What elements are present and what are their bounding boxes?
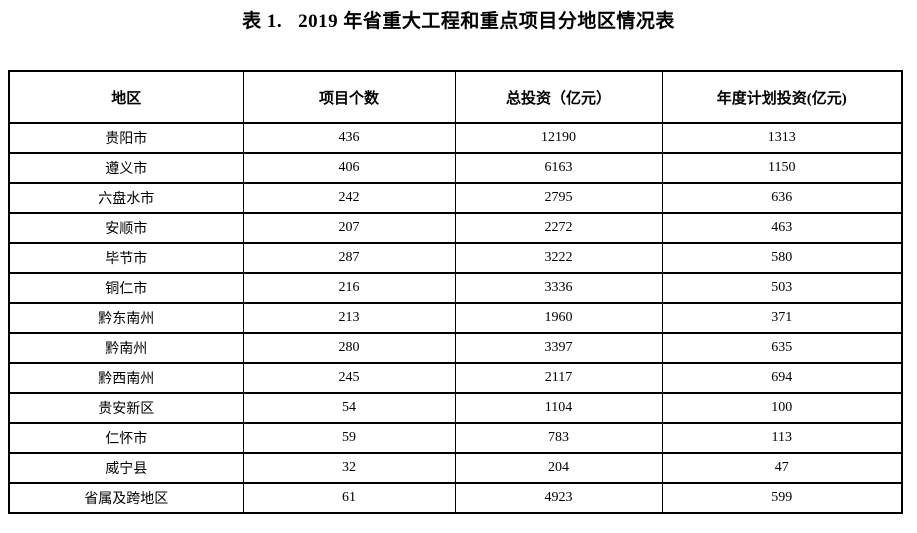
cell-projects: 59	[242, 422, 456, 454]
cell-total-investment: 2117	[454, 362, 663, 394]
cell-region: 黔南州	[8, 332, 244, 364]
table-row: 贵安新区 54 1104 100	[8, 392, 903, 424]
table-row: 威宁县 32 204 47	[8, 452, 903, 484]
cell-region: 六盘水市	[8, 182, 244, 214]
cell-annual-investment: 1150	[661, 152, 903, 184]
cell-annual-investment: 599	[661, 482, 903, 514]
cell-annual-investment: 47	[661, 452, 903, 484]
cell-annual-investment: 580	[661, 242, 903, 274]
cell-total-investment: 3222	[454, 242, 663, 274]
cell-projects: 280	[242, 332, 456, 364]
cell-projects: 245	[242, 362, 456, 394]
cell-projects: 54	[242, 392, 456, 424]
table-row: 仁怀市 59 783 113	[8, 422, 903, 454]
cell-annual-investment: 1313	[661, 122, 903, 154]
cell-projects: 242	[242, 182, 456, 214]
cell-region: 毕节市	[8, 242, 244, 274]
cell-region: 遵义市	[8, 152, 244, 184]
cell-annual-investment: 463	[661, 212, 903, 244]
table-title-text: 2019 年省重大工程和重点项目分地区情况表	[298, 11, 675, 32]
cell-region: 贵阳市	[8, 122, 244, 154]
cell-annual-investment: 635	[661, 332, 903, 364]
table-row: 遵义市 406 6163 1150	[8, 152, 903, 184]
table-row: 黔南州 280 3397 635	[8, 332, 903, 364]
column-header-project-count: 项目个数	[242, 70, 456, 124]
column-header-region: 地区	[8, 70, 244, 124]
cell-region: 威宁县	[8, 452, 244, 484]
table-header: 地区 项目个数 总投资（亿元） 年度计划投资(亿元)	[8, 70, 903, 124]
table-row: 安顺市 207 2272 463	[8, 212, 903, 244]
cell-projects: 213	[242, 302, 456, 334]
column-header-total-investment: 总投资（亿元）	[454, 70, 663, 124]
cell-projects: 436	[242, 122, 456, 154]
cell-projects: 207	[242, 212, 456, 244]
table-body: 贵阳市 436 12190 1313 遵义市 406 6163 1150 六盘水…	[8, 122, 903, 514]
table-row: 铜仁市 216 3336 503	[8, 272, 903, 304]
cell-total-investment: 204	[454, 452, 663, 484]
cell-region: 铜仁市	[8, 272, 244, 304]
cell-total-investment: 3397	[454, 332, 663, 364]
cell-total-investment: 783	[454, 422, 663, 454]
region-projects-table: 地区 项目个数 总投资（亿元） 年度计划投资(亿元) 贵阳市 436 12190…	[8, 70, 903, 514]
cell-region: 仁怀市	[8, 422, 244, 454]
column-header-annual-planned-investment: 年度计划投资(亿元)	[661, 70, 903, 124]
cell-region: 贵安新区	[8, 392, 244, 424]
cell-total-investment: 3336	[454, 272, 663, 304]
cell-annual-investment: 503	[661, 272, 903, 304]
cell-region: 黔西南州	[8, 362, 244, 394]
cell-projects: 406	[242, 152, 456, 184]
cell-projects: 32	[242, 452, 456, 484]
table-row: 毕节市 287 3222 580	[8, 242, 903, 274]
page-title: 表 1. 2019 年省重大工程和重点项目分地区情况表	[0, 6, 917, 33]
cell-projects: 61	[242, 482, 456, 514]
cell-annual-investment: 100	[661, 392, 903, 424]
cell-total-investment: 2795	[454, 182, 663, 214]
cell-total-investment: 4923	[454, 482, 663, 514]
cell-annual-investment: 371	[661, 302, 903, 334]
cell-total-investment: 12190	[454, 122, 663, 154]
table-row: 省属及跨地区 61 4923 599	[8, 482, 903, 514]
table-row: 黔西南州 245 2117 694	[8, 362, 903, 394]
cell-total-investment: 6163	[454, 152, 663, 184]
cell-annual-investment: 113	[661, 422, 903, 454]
cell-total-investment: 1960	[454, 302, 663, 334]
table-row: 六盘水市 242 2795 636	[8, 182, 903, 214]
cell-total-investment: 1104	[454, 392, 663, 424]
header-row: 地区 项目个数 总投资（亿元） 年度计划投资(亿元)	[8, 70, 903, 124]
cell-total-investment: 2272	[454, 212, 663, 244]
cell-region: 安顺市	[8, 212, 244, 244]
table-row: 贵阳市 436 12190 1313	[8, 122, 903, 154]
cell-projects: 216	[242, 272, 456, 304]
cell-annual-investment: 694	[661, 362, 903, 394]
cell-region: 黔东南州	[8, 302, 244, 334]
cell-annual-investment: 636	[661, 182, 903, 214]
table-row: 黔东南州 213 1960 371	[8, 302, 903, 334]
cell-projects: 287	[242, 242, 456, 274]
cell-region: 省属及跨地区	[8, 482, 244, 514]
table-number-label: 表 1.	[242, 11, 283, 32]
